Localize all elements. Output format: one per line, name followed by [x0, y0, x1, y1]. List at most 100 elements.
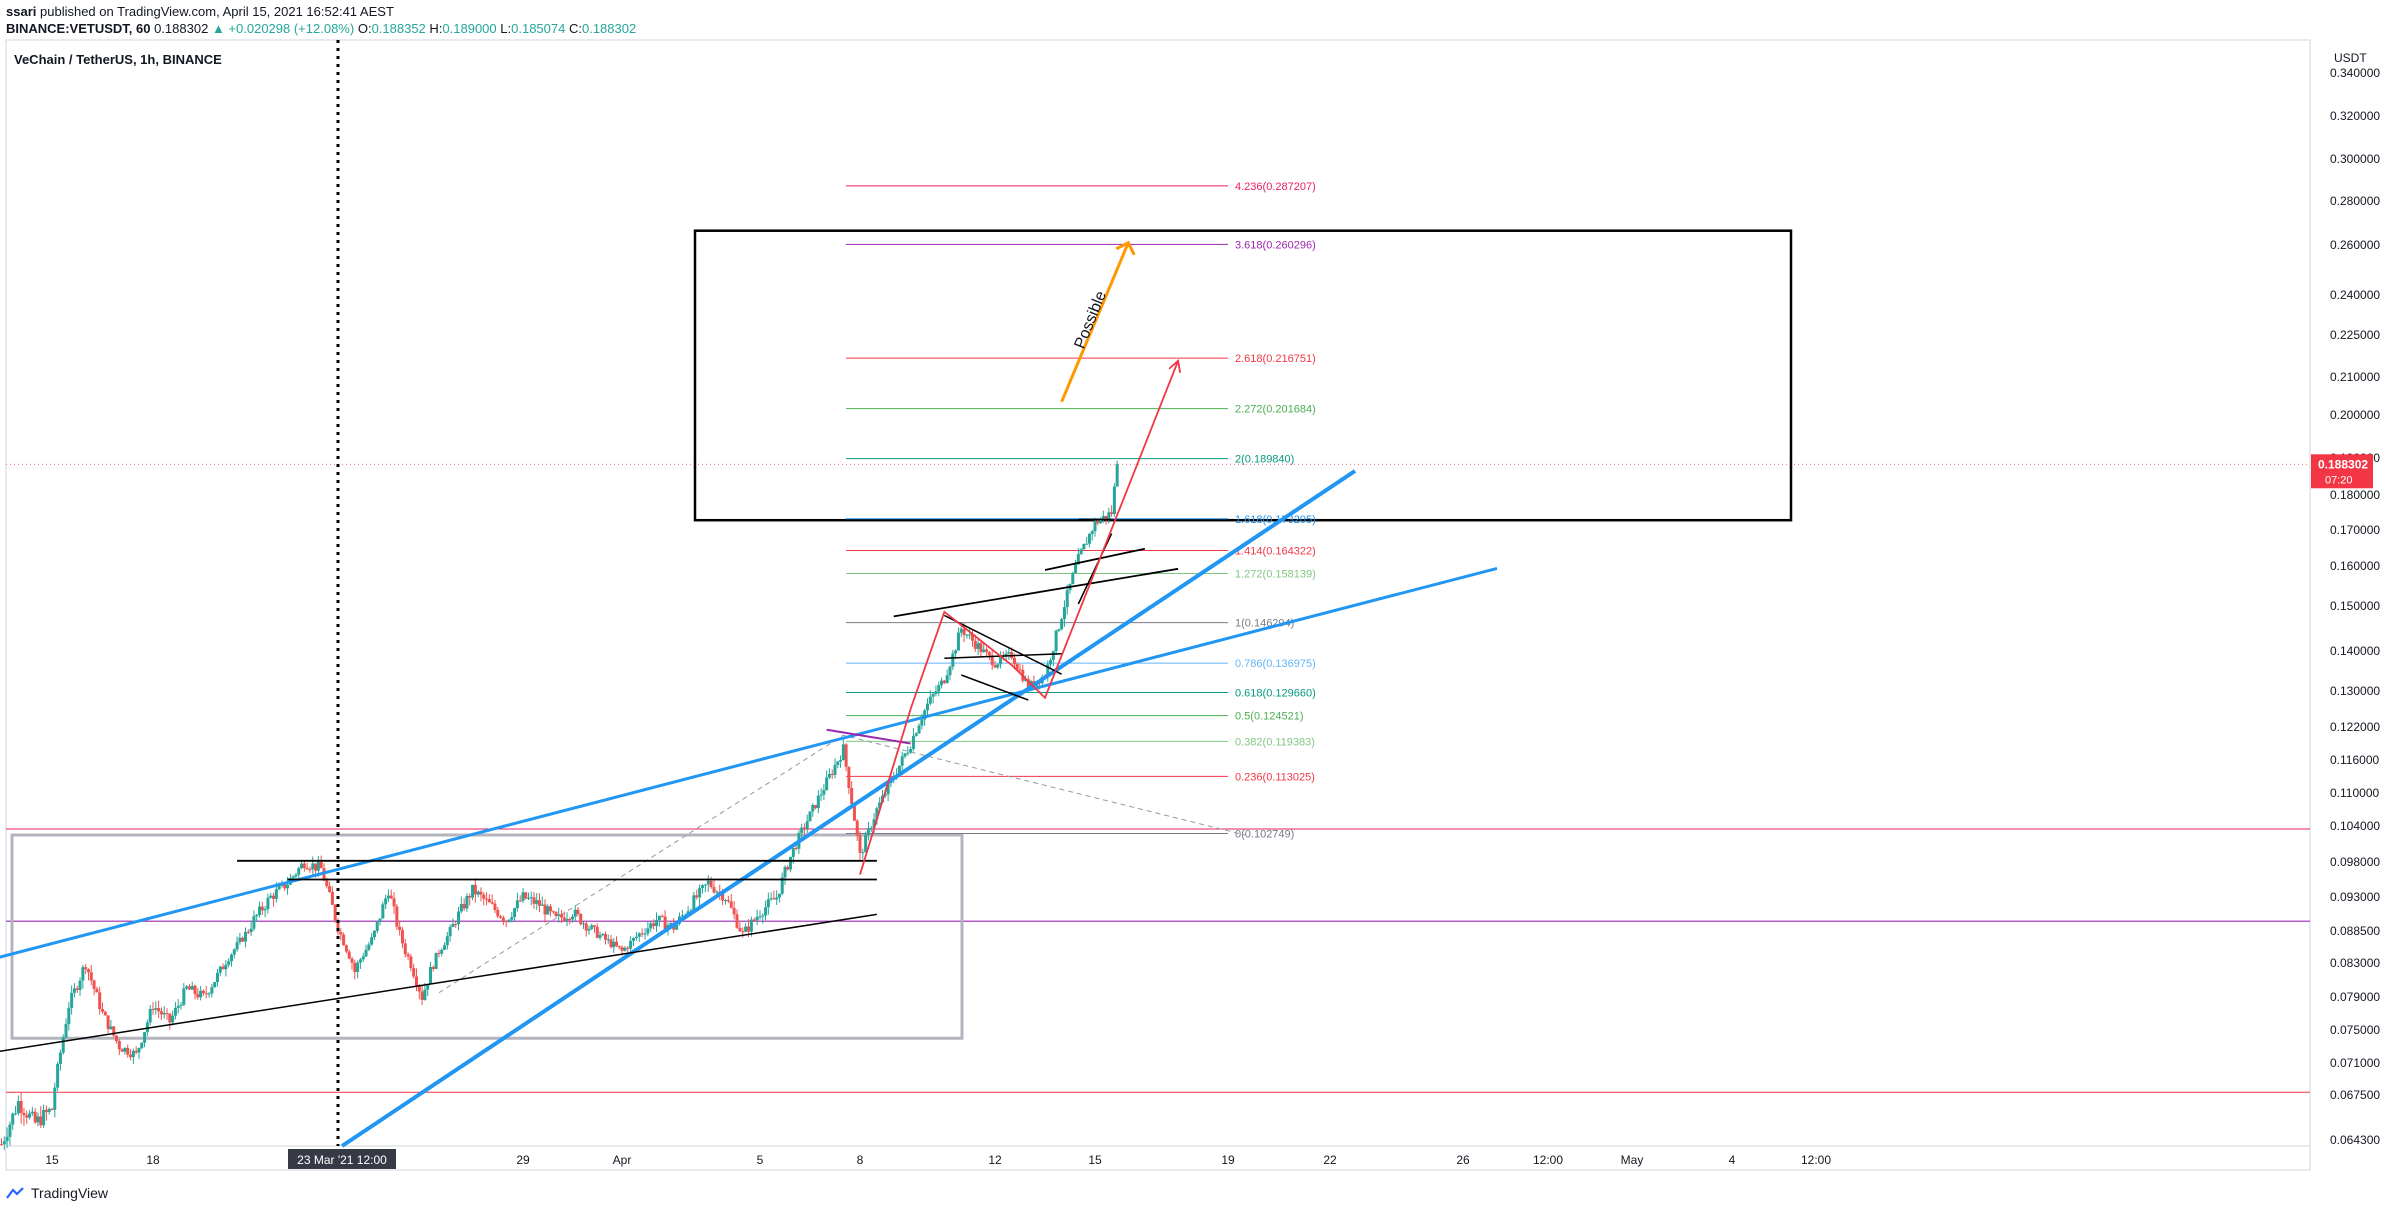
- y-tick-label-9: 0.104000: [2330, 819, 2380, 833]
- price-axis-unit: USDT: [2334, 51, 2367, 65]
- candle-body-323: [906, 752, 910, 754]
- candle-body-35: [98, 992, 102, 1010]
- candle-body-397: [1112, 486, 1116, 515]
- candle-body-224: [626, 947, 630, 949]
- purple-neckline: [826, 728, 911, 745]
- candle-body-336: [942, 680, 946, 683]
- y-tick-label-17: 0.170000: [2330, 523, 2380, 537]
- candle-body-361: [1012, 658, 1016, 665]
- y-tick-label-12: 0.122000: [2330, 720, 2380, 734]
- y-tick-label-23: 0.240000: [2330, 288, 2380, 302]
- candle-body-19: [53, 1087, 57, 1110]
- candle-body-42: [117, 1041, 121, 1050]
- candle-body-161: [451, 924, 455, 928]
- candle-body-17: [47, 1108, 51, 1113]
- tradingview-logo[interactable]: TradingView: [6, 1185, 108, 1201]
- candle-body-311: [872, 819, 876, 828]
- candle-body-120: [336, 920, 340, 933]
- candle-body-228: [637, 933, 641, 937]
- orange-possible-arrow: [1060, 242, 1130, 403]
- x-tick-label-4: 5: [757, 1153, 764, 1167]
- candle-body-269: [755, 916, 759, 921]
- candle-body-293: [822, 790, 826, 795]
- y-tick-label-5: 0.083000: [2330, 956, 2380, 970]
- candle-body-342: [959, 628, 963, 633]
- x-tick-label-13: 4: [1729, 1153, 1736, 1167]
- candle-body-333: [934, 691, 938, 694]
- candle-body-10: [28, 1113, 32, 1118]
- candle-body-206: [576, 909, 580, 914]
- x-tick-label-8: 19: [1221, 1153, 1235, 1167]
- candle-body-305: [855, 820, 859, 836]
- candle-body-173: [485, 898, 489, 900]
- crosshair-time-label: 23 Mar '21 12:00: [297, 1153, 387, 1167]
- candle-body-56: [157, 1008, 161, 1012]
- candle-body-302: [847, 766, 851, 789]
- candle-body-294: [825, 777, 829, 791]
- candle-body-13: [36, 1116, 40, 1123]
- candle-body-296: [830, 773, 834, 775]
- candle-body-330: [926, 703, 929, 711]
- publisher-name[interactable]: ssari: [6, 4, 37, 19]
- y-tick-label-20: 0.200000: [2330, 408, 2380, 422]
- candle-body-108: [302, 863, 306, 869]
- candle-body-118: [330, 891, 334, 905]
- candle-body-213: [595, 926, 599, 938]
- candle-body-132: [370, 937, 374, 945]
- candle-body-355: [996, 664, 1000, 668]
- candle-body-343: [962, 628, 966, 636]
- candle-body-194: [543, 904, 547, 915]
- y-tick-label-18: 0.180000: [2330, 488, 2380, 502]
- candle-body-38: [106, 1015, 110, 1030]
- candle-body-39: [109, 1026, 113, 1030]
- candle-body-252: [706, 880, 710, 885]
- candle-body-248: [695, 895, 699, 898]
- open-label: O:: [357, 21, 372, 36]
- candle-body-290: [814, 805, 818, 809]
- candle-body-202: [565, 919, 569, 921]
- price-axis[interactable]: 0.064300 0.067500 0.071000 0.075000 0.079000…: [2330, 66, 2380, 1147]
- candle-body-69: [193, 985, 197, 995]
- candle-body-299: [839, 760, 843, 762]
- candle-body-259: [726, 900, 730, 902]
- x-tick-label-7: 15: [1088, 1153, 1102, 1167]
- candle-body-356: [999, 655, 1003, 665]
- candle-body-235: [657, 915, 661, 921]
- candle-body-125: [350, 958, 354, 963]
- candle-body-90: [252, 916, 256, 929]
- high-label: H:: [429, 21, 443, 36]
- candle-body-33: [92, 980, 96, 989]
- price-change: ▲ +0.020298 (+12.08%): [211, 21, 355, 36]
- candle-body-205: [573, 909, 577, 917]
- candle-body-83: [232, 949, 236, 955]
- candle-body-20: [56, 1063, 60, 1088]
- orange-arrow-head: [1115, 240, 1136, 256]
- y-tick-label-21: 0.210000: [2330, 370, 2380, 384]
- time-axis[interactable]: 15 18 29 Apr 5 8 12 15 19 22 26 12:00 May 4 12:00: [45, 1153, 1831, 1167]
- candle-body-101: [283, 883, 287, 889]
- candle-body-266: [747, 926, 750, 932]
- black-wedge-3: [960, 674, 1029, 701]
- candle-body-97: [272, 895, 276, 899]
- candle-body-341: [956, 632, 960, 651]
- candle-body-210: [587, 928, 591, 931]
- fib-label-0: 0(0.102749): [1235, 829, 1294, 841]
- candle-body-7: [19, 1101, 23, 1113]
- possible-annotation: Possible: [1072, 289, 1110, 352]
- candle-body-29: [81, 967, 85, 981]
- candle-body-176: [493, 903, 497, 910]
- candle-body-275: [772, 898, 776, 900]
- candle-body-150: [420, 991, 424, 1000]
- candle-body-151: [423, 989, 427, 1000]
- candle-body-276: [775, 897, 779, 900]
- candle-body-380: [1065, 590, 1069, 608]
- candle-body-91: [255, 914, 259, 917]
- x-tick-label-10: 26: [1456, 1153, 1470, 1167]
- y-tick-label-25: 0.280000: [2330, 194, 2380, 208]
- candle-body-280: [786, 867, 790, 870]
- candle-body-340: [954, 650, 958, 654]
- candle-body-250: [701, 885, 704, 888]
- publish-info: ssari published on TradingView.com, Apri…: [6, 4, 394, 19]
- crosshair-time-tag: [288, 1149, 396, 1169]
